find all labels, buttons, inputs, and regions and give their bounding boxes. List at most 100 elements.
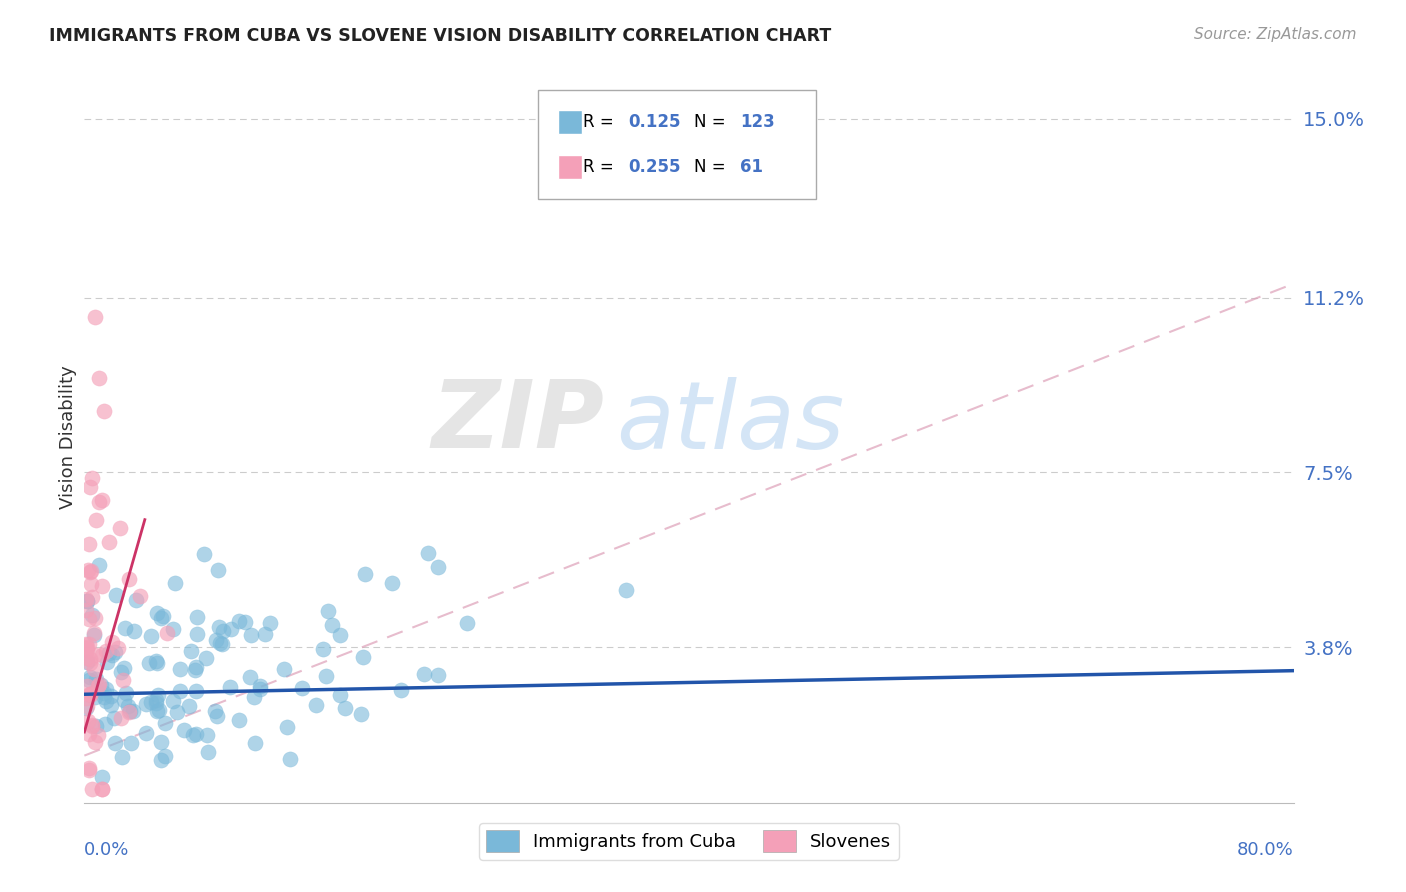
Point [76,714,98,728]
Point [100,690,122,704]
Point [211,624,233,638]
Text: 0.0%: 0.0% [84,840,129,859]
Point [90,781,112,796]
Point [76,594,98,608]
Point [243,690,266,704]
Point [193,547,215,561]
Point [145,656,167,670]
Point [197,728,219,742]
Point [87,495,110,509]
Point [93,690,115,704]
Point [114,620,136,634]
Point [91,579,114,593]
Point [120,705,142,719]
Point [100,698,122,712]
Text: 0.255: 0.255 [628,158,681,176]
Point [352,649,374,664]
Point [83,626,105,640]
Point [145,693,167,707]
Point [82,608,104,623]
Point [111,750,134,764]
Point [90,678,112,692]
Point [184,684,207,698]
Point [204,632,226,647]
Text: 61: 61 [740,158,762,176]
Point [111,673,134,687]
Point [156,625,179,640]
Point [243,736,266,750]
Point [75,640,97,655]
Point [141,695,163,709]
Point [79,688,101,702]
Point [86,679,108,693]
Point [121,704,143,718]
Point [114,693,136,707]
Point [86,673,108,687]
Text: ZIP: ZIP [432,376,605,468]
Point [273,662,295,676]
Bar [558,111,582,134]
Point [107,640,129,655]
Point [204,704,226,718]
Point [79,480,101,494]
Point [316,604,339,618]
Point [77,537,100,551]
Point [181,729,204,743]
Y-axis label: Vision Disability: Vision Disability [59,365,77,509]
Point [80,577,103,591]
Point [97,535,120,549]
Point [186,609,208,624]
Point [82,591,104,605]
Point [90,770,112,784]
Point [76,650,98,665]
Point [152,608,174,623]
Point [87,677,110,691]
Point [79,656,101,670]
Point [124,593,146,607]
Point [117,699,139,714]
Point [118,705,141,719]
Point [79,687,101,701]
Point [139,628,162,642]
Point [80,564,103,578]
Point [82,471,104,485]
Point [228,614,250,628]
Point [104,736,127,750]
Point [197,745,219,759]
Point [93,404,115,418]
Point [162,694,184,708]
Point [118,572,141,586]
Bar [558,155,582,178]
Point [105,588,128,602]
Text: 123: 123 [740,113,775,131]
Text: 0.125: 0.125 [628,113,681,131]
Point [219,622,242,636]
Point [101,635,124,649]
Point [291,681,314,695]
Point [146,688,169,702]
Point [235,615,257,629]
Text: atlas: atlas [616,377,845,468]
Point [93,686,115,700]
Point [89,371,111,385]
Point [94,682,117,697]
Point [145,606,167,620]
Point [124,624,146,638]
Point [97,646,120,660]
Point [381,576,404,591]
Point [87,558,110,572]
Point [148,703,170,717]
Point [219,680,242,694]
Point [418,546,440,560]
Point [166,706,188,720]
Point [76,680,98,694]
Point [96,655,118,669]
Point [239,628,262,642]
Point [79,637,101,651]
Point [110,711,132,725]
Point [413,667,436,681]
Point [77,727,100,741]
Point [278,751,301,765]
Point [94,716,117,731]
Point [77,763,100,777]
